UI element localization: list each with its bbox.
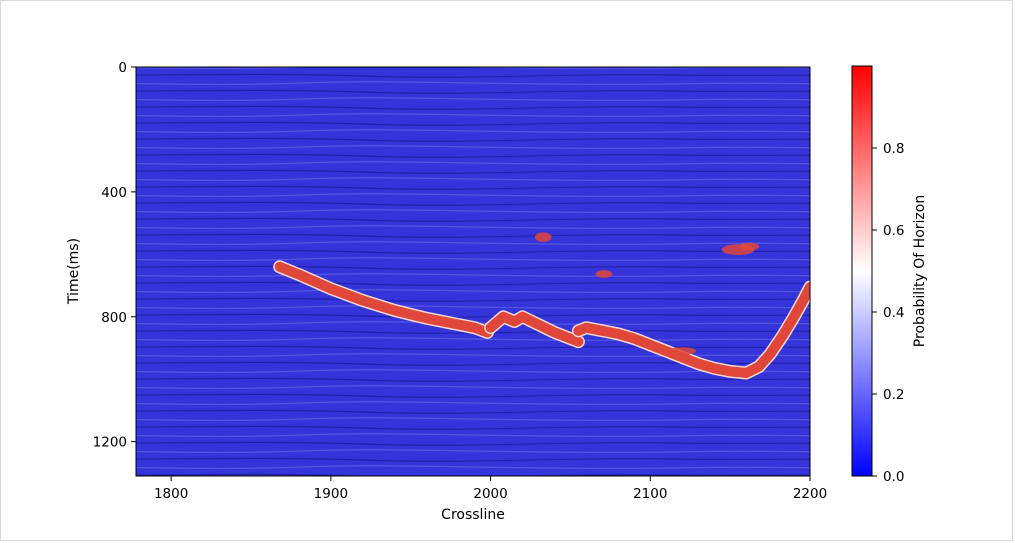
colorbar-gradient-bar — [851, 65, 873, 477]
horizon-blob-0 — [534, 232, 552, 242]
x-tick-label: 1800 — [154, 486, 188, 502]
seismic-texture — [136, 67, 810, 476]
plot-area — [135, 66, 811, 477]
horizon-main-lower — [573, 282, 810, 378]
horizon-segment-middle — [485, 311, 584, 347]
colorbar-tick-label: 0.0 — [883, 469, 904, 485]
y-tick-label: 800 — [101, 310, 127, 326]
horizon-main-upper — [274, 261, 493, 338]
horizon-blob-4 — [668, 347, 697, 355]
horizon-layer — [273, 232, 810, 380]
y-tick-label: 1200 — [93, 435, 127, 451]
x-tick-label: 1900 — [314, 486, 348, 502]
y-axis-label: Time(ms) — [66, 238, 82, 305]
x-axis-label: Crossline — [441, 507, 505, 523]
horizon-blob-1 — [595, 270, 613, 278]
x-tick-label: 2200 — [793, 486, 827, 502]
y-axis-ticks: 0 400 800 1200 — [93, 60, 136, 451]
y-tick-label: 400 — [101, 185, 127, 201]
colorbar-ticks: 0.0 0.2 0.4 0.6 0.8 — [872, 141, 904, 485]
colorbar: 0.0 0.2 0.4 0.6 0.8 Probability Of Horizon — [851, 65, 928, 485]
x-tick-label: 2000 — [473, 486, 507, 502]
x-tick-label: 2100 — [633, 486, 667, 502]
colorbar-tick-label: 0.8 — [883, 141, 904, 157]
colorbar-tick-label: 0.2 — [883, 387, 904, 403]
plot-border — [135, 66, 811, 477]
colorbar-tick-label: 0.4 — [883, 305, 904, 321]
x-axis-ticks: 1800 1900 2000 2100 2200 — [154, 476, 827, 502]
colorbar-label: Probability Of Horizon — [912, 195, 928, 347]
colorbar-tick-label: 0.6 — [883, 223, 904, 239]
horizon-blob-3 — [739, 242, 760, 251]
y-tick-label: 0 — [118, 60, 127, 76]
